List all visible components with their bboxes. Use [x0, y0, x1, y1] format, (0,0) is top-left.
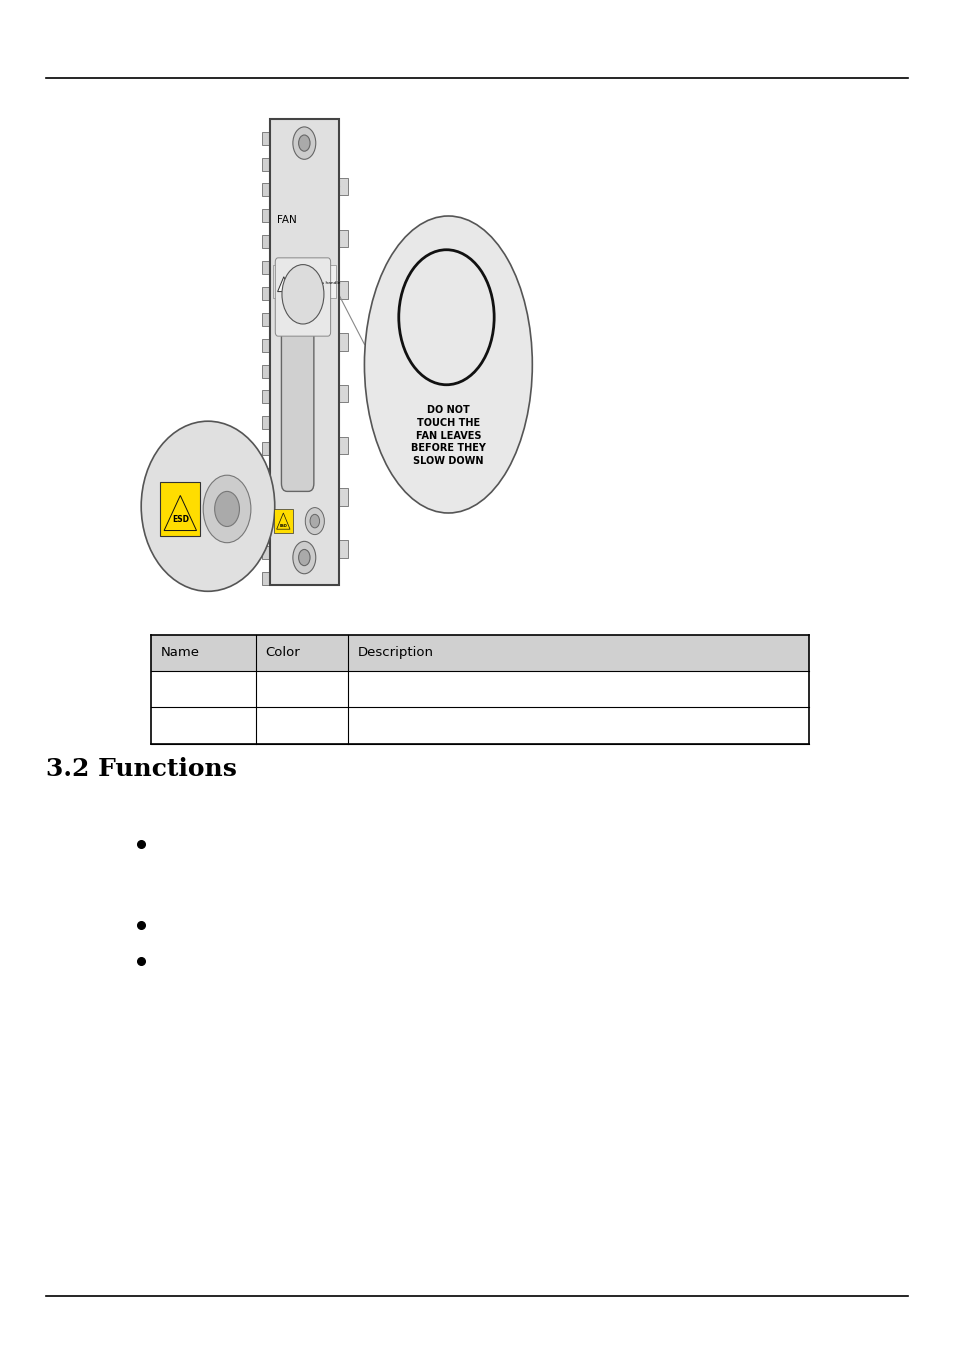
- Bar: [338, 436, 348, 454]
- Ellipse shape: [141, 421, 274, 591]
- Bar: [262, 132, 270, 144]
- Text: 3.2 Functions: 3.2 Functions: [46, 757, 236, 782]
- Text: DO NOT
TOUCH THE
FAN LEAVES
BEFORE THEY
SLOW DOWN: DO NOT TOUCH THE FAN LEAVES BEFORE THEY …: [411, 405, 485, 466]
- Bar: [338, 540, 348, 558]
- Circle shape: [298, 549, 310, 566]
- FancyBboxPatch shape: [281, 300, 314, 491]
- Circle shape: [398, 250, 494, 385]
- Bar: [338, 178, 348, 196]
- Polygon shape: [277, 277, 290, 292]
- Polygon shape: [164, 495, 196, 531]
- Bar: [262, 468, 270, 481]
- Bar: [151, 634, 808, 671]
- Circle shape: [298, 135, 310, 151]
- Bar: [262, 520, 270, 533]
- Bar: [160, 482, 200, 536]
- Bar: [262, 545, 270, 559]
- Bar: [262, 184, 270, 197]
- Circle shape: [293, 541, 315, 574]
- Bar: [262, 313, 270, 325]
- Circle shape: [310, 514, 319, 528]
- Circle shape: [214, 491, 239, 526]
- Bar: [262, 339, 270, 352]
- Circle shape: [282, 265, 324, 324]
- Circle shape: [305, 508, 324, 535]
- Circle shape: [293, 127, 315, 159]
- Text: Name: Name: [160, 647, 199, 659]
- Polygon shape: [276, 513, 290, 529]
- Text: ESD: ESD: [172, 516, 189, 524]
- Bar: [262, 494, 270, 508]
- Bar: [270, 119, 338, 585]
- Bar: [262, 416, 270, 429]
- Bar: [338, 281, 348, 298]
- Bar: [338, 230, 348, 247]
- Bar: [338, 385, 348, 402]
- Bar: [262, 288, 270, 300]
- Bar: [262, 235, 270, 248]
- Bar: [338, 333, 348, 351]
- Bar: [262, 390, 270, 404]
- Bar: [262, 364, 270, 378]
- Bar: [262, 261, 270, 274]
- Bar: [338, 489, 348, 506]
- Bar: [262, 158, 270, 170]
- Bar: [273, 265, 335, 298]
- Bar: [262, 209, 270, 223]
- Text: FAN: FAN: [276, 215, 296, 225]
- Text: ESD: ESD: [279, 524, 287, 528]
- Circle shape: [203, 475, 251, 543]
- Ellipse shape: [364, 216, 532, 513]
- Text: Color: Color: [265, 647, 299, 659]
- Text: Description: Description: [357, 647, 434, 659]
- Text: Don't use this handle
to lift subrack: Don't use this handle to lift subrack: [294, 281, 340, 289]
- Bar: [262, 443, 270, 455]
- Bar: [274, 509, 293, 533]
- Bar: [262, 571, 270, 585]
- FancyBboxPatch shape: [275, 258, 331, 336]
